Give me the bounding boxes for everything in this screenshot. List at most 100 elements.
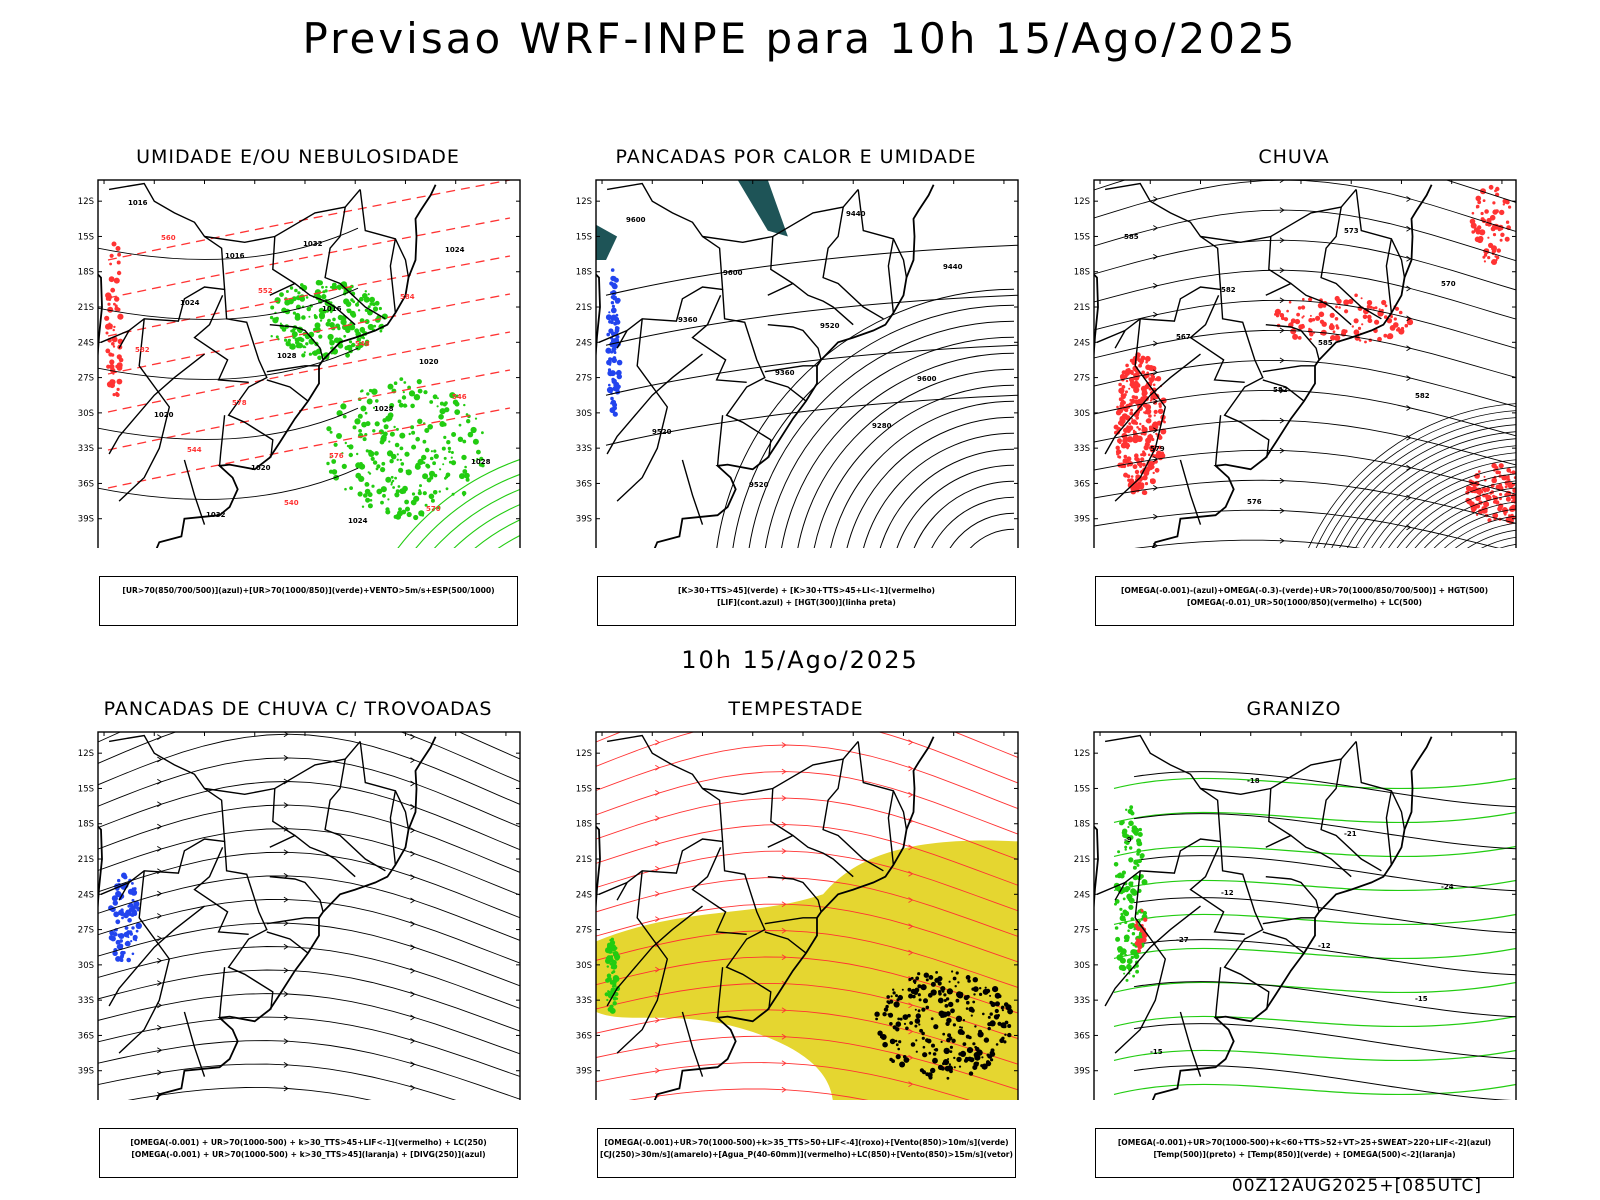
border-line <box>1104 353 1201 455</box>
border-line <box>218 967 226 1018</box>
lat-tick-label: 24S <box>1074 890 1090 900</box>
contour-label: 1028 <box>277 352 297 360</box>
lat-tick-label: 24S <box>576 890 592 900</box>
border-line <box>324 206 386 320</box>
border-line <box>272 788 296 837</box>
lat-tick-label: 36S <box>1074 479 1090 489</box>
lat-tick-label: 15S <box>576 232 592 242</box>
lat-tick-label: 30S <box>576 961 592 971</box>
border-line <box>1114 318 1167 502</box>
border-line <box>606 734 724 901</box>
map-layers: 9600 9600 9520 9600 9520 9520 9440 9440 9360 9360… <box>596 180 1018 548</box>
contour-label: 585 <box>1318 339 1333 347</box>
border-line <box>1189 295 1245 383</box>
border-line <box>389 238 397 313</box>
map-frame <box>97 179 521 548</box>
legend-line: [LIF](cont.azul) + [HGT(300)](linha pret… <box>717 598 896 607</box>
border-line <box>857 189 908 278</box>
legend-line: [CJ(250)>30m/s](amarelo)+[Agua_P(40-60mm… <box>599 1150 1014 1159</box>
legend-line: [OMEGA(-0.001)-(azul)+OMEGA(-0.3)-(verde… <box>1120 586 1489 595</box>
contour-label: 567 <box>1176 333 1191 341</box>
weather-map: 12S15S18S21S24S27S30S33S36S39S42S70W65W6… <box>78 731 521 1100</box>
lat-tick-label: 27S <box>78 374 94 384</box>
map-layers: 585 582 585 582 579 576 573 570 567 582 <box>1094 180 1516 548</box>
border-line <box>716 415 724 466</box>
border-line <box>1355 741 1406 830</box>
contour-label: 570 <box>1441 280 1456 288</box>
border-line <box>223 289 274 458</box>
border-line <box>266 917 319 925</box>
border-line <box>266 379 309 402</box>
contour-label: 548 <box>355 340 370 348</box>
border-line <box>183 1011 206 1077</box>
lat-tick-label: 21S <box>576 303 592 313</box>
panel-title: CHUVA <box>1258 146 1330 168</box>
border-line <box>681 1011 704 1077</box>
border-line <box>681 459 704 525</box>
coastline <box>596 736 935 1100</box>
border-line <box>887 238 895 313</box>
contour-label: 585 <box>1124 233 1139 241</box>
legend-line: [Temp(500)](preto) + [Temp(850)](verde) … <box>1153 1150 1456 1159</box>
contour-label: 582 <box>1273 386 1288 394</box>
weather-map: 585 582 585 582 579 576 573 570 567 582 12S 15S 18S 2… <box>1074 179 1517 548</box>
lat-tick-label: 21S <box>78 303 94 313</box>
map-frame <box>595 731 1019 1100</box>
lat-tick-label: 30S <box>78 409 94 419</box>
forecast-date-label: 10h 15/Ago/2025 <box>681 646 919 674</box>
lat-tick-label: 30S <box>78 961 94 971</box>
border-line <box>193 295 249 383</box>
legend-line: [OMEGA(-0.001)+UR>70(1000-500)+k<60+TTS>… <box>1117 1138 1492 1147</box>
contour-label: 582 <box>135 346 150 354</box>
weather-map: 9600 9600 9520 9600 9520 9520 9440 9440 9360 9360… <box>576 179 1019 548</box>
border-line <box>193 847 249 935</box>
lat-tick-label: 12S <box>576 197 592 207</box>
border-line <box>1214 415 1222 466</box>
contour-label: 1016 <box>322 305 342 313</box>
lat-tick-label: 24S <box>576 338 592 348</box>
border-line <box>272 236 296 285</box>
border-line <box>764 917 817 925</box>
lat-tick-label: 15S <box>576 784 592 794</box>
coastline <box>1094 184 1433 548</box>
lat-tick-label: 39S <box>1074 1067 1090 1077</box>
page-title: Previsao WRF-INPE para 10h 15/Ago/2025 <box>302 14 1298 63</box>
border-line <box>1320 758 1382 872</box>
contour-label: 576 <box>1247 498 1262 506</box>
lat-tick-label: 39S <box>78 515 94 525</box>
lat-tick-label: 36S <box>576 479 592 489</box>
contour-label: 544 <box>187 446 202 454</box>
map-panel-5: TEMPESTADE 12S 15S 18S 21S 24S 27S 30S 33S 36S 39S… <box>546 698 1046 1178</box>
border-line <box>389 790 397 865</box>
legend-line: [OMEGA(-0.01)_UR>50(1000/850)(vermelho) … <box>1187 598 1422 607</box>
border-line <box>269 282 356 326</box>
lat-tick-label: 18S <box>576 820 592 830</box>
lat-tick-label: 36S <box>78 479 94 489</box>
lat-tick-label: 15S <box>1074 784 1090 794</box>
contour-label: 582 <box>1415 392 1430 400</box>
border-line <box>702 740 859 796</box>
border-line <box>767 324 822 361</box>
lat-tick-label: 24S <box>78 338 94 348</box>
border-line <box>1265 834 1352 878</box>
contour-label: 9600 <box>917 375 937 383</box>
contour-label: 9440 <box>846 210 866 218</box>
lat-tick-label: 12S <box>1074 749 1090 759</box>
border-line <box>108 905 205 1007</box>
contour-label: 1016 <box>225 252 245 260</box>
border-line <box>1268 236 1292 285</box>
border-line <box>1265 282 1352 326</box>
lat-tick-label: 24S <box>1074 338 1090 348</box>
lat-tick-label: 21S <box>78 855 94 865</box>
contour-label: -27 <box>1176 936 1189 944</box>
border-line <box>1200 740 1357 796</box>
contour-label: -15 <box>1415 995 1428 1003</box>
border-line <box>767 834 854 878</box>
border-line <box>1265 324 1320 361</box>
border-line <box>1262 931 1305 954</box>
border-line <box>1104 905 1201 1007</box>
border-line <box>691 295 747 383</box>
legend-line: [UR>70(850/700/500)](azul)+[UR>70(1000/8… <box>122 586 495 595</box>
border-line <box>183 459 206 525</box>
map-layers <box>98 732 520 1100</box>
